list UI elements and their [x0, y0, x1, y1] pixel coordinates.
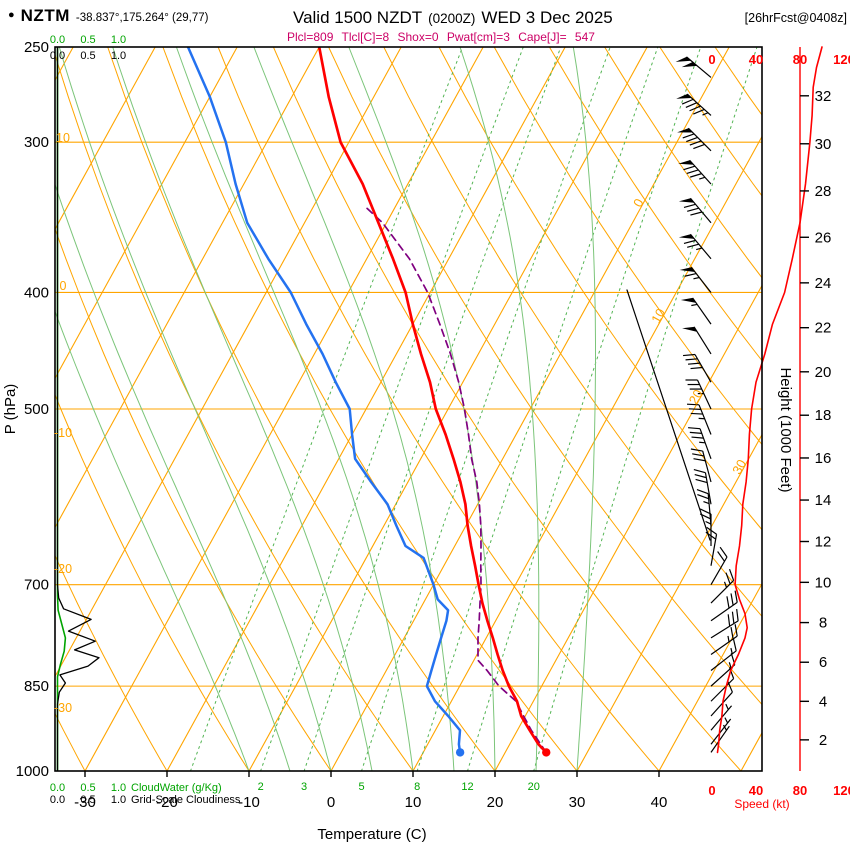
svg-text:20: 20: [487, 794, 504, 811]
sounding-indices: Plcl=809 Tlcl[C]=8 Shox=0 Pwat[cm]=3 Cap…: [287, 30, 595, 44]
svg-text:0: 0: [327, 794, 335, 811]
model-name: NZTM: [20, 6, 70, 25]
svg-text:20: 20: [528, 781, 540, 793]
svg-text:12: 12: [815, 534, 832, 551]
svg-text:6: 6: [819, 654, 827, 671]
grid-lines: [55, 47, 762, 771]
svg-text:0.0: 0.0: [50, 50, 65, 62]
svg-text:10: 10: [405, 794, 422, 811]
svg-text:Temperature (C): Temperature (C): [317, 826, 426, 843]
svg-text:10: 10: [648, 306, 668, 326]
cloud-profiles: [56, 47, 100, 771]
svg-text:0.0: 0.0: [50, 782, 65, 794]
valid-time-group: Valid 1500 NZDT (0200Z) WED 3 Dec 2025: [293, 8, 613, 28]
forecast-reference: [26hrFcst@0408z]: [744, 11, 847, 25]
svg-text:8: 8: [414, 781, 420, 793]
svg-text:Speed (kt): Speed (kt): [734, 797, 789, 811]
svg-text:0: 0: [708, 52, 715, 67]
svg-text:20: 20: [686, 387, 706, 407]
svg-text:0.5: 0.5: [80, 794, 95, 806]
svg-text:-30: -30: [54, 701, 72, 715]
svg-text:14: 14: [815, 492, 832, 509]
header-line-1: ● NZTM -38.837°,175.264° (29,77): [8, 6, 208, 26]
svg-text:-30: -30: [74, 794, 96, 811]
svg-text:80: 80: [793, 783, 807, 798]
svg-text:120: 120: [833, 52, 850, 67]
svg-text:40: 40: [749, 52, 763, 67]
svg-text:30: 30: [569, 794, 586, 811]
svg-text:2: 2: [258, 781, 264, 793]
svg-text:300: 300: [24, 134, 49, 151]
svg-text:80: 80: [793, 52, 807, 67]
svg-text:0.5: 0.5: [80, 34, 95, 46]
sounding-curves: [186, 47, 551, 757]
svg-text:20: 20: [815, 364, 832, 381]
surface-dewpoint-dot: [455, 748, 465, 757]
svg-text:30: 30: [729, 457, 749, 477]
svg-text:Height (1000 Feet): Height (1000 Feet): [777, 367, 794, 492]
station-coords: -38.837°,175.264° (29,77): [75, 12, 209, 24]
moist-grid: [55, 47, 758, 771]
svg-text:10: 10: [56, 131, 70, 145]
svg-text:4: 4: [819, 693, 827, 710]
svg-text:1.0: 1.0: [111, 794, 126, 806]
svg-text:120: 120: [833, 783, 850, 798]
svg-text:30: 30: [815, 136, 832, 153]
svg-text:700: 700: [24, 577, 49, 594]
valid-date: WED 3 Dec 2025: [481, 8, 613, 27]
svg-text:1000: 1000: [16, 763, 49, 780]
svg-text:5: 5: [358, 781, 364, 793]
svg-text:0: 0: [708, 783, 715, 798]
svg-text:-10: -10: [238, 794, 260, 811]
svg-text:8: 8: [819, 615, 827, 632]
svg-text:-20: -20: [156, 794, 178, 811]
svg-text:1.0: 1.0: [111, 34, 126, 46]
svg-text:400: 400: [24, 284, 49, 301]
svg-text:2: 2: [819, 732, 827, 749]
annotation-line: [626, 289, 711, 541]
svg-text:850: 850: [24, 678, 49, 695]
svg-text:18: 18: [815, 407, 832, 424]
bullet-icon: ●: [8, 9, 15, 21]
wind-barbs: [675, 56, 739, 753]
svg-text:0.0: 0.0: [50, 34, 65, 46]
svg-text:250: 250: [24, 39, 49, 56]
svg-text:24: 24: [815, 275, 832, 292]
svg-text:16: 16: [815, 450, 832, 467]
svg-text:40: 40: [651, 794, 668, 811]
svg-text:0.0: 0.0: [50, 794, 65, 806]
svg-text:26: 26: [815, 229, 832, 246]
svg-text:0.5: 0.5: [80, 782, 95, 794]
svg-text:22: 22: [815, 320, 832, 337]
valid-time-zulu: (0200Z): [428, 11, 476, 26]
wind-speed-profile: [716, 46, 823, 754]
svg-text:32: 32: [815, 88, 832, 105]
surface-temp-dot: [542, 748, 551, 757]
svg-text:1.0: 1.0: [111, 782, 126, 794]
svg-text:0: 0: [60, 279, 67, 293]
svg-text:-20: -20: [54, 562, 72, 576]
svg-text:-10: -10: [54, 426, 72, 440]
svg-text:10: 10: [815, 574, 832, 591]
valid-time: Valid 1500 NZDT: [293, 8, 423, 27]
svg-text:3: 3: [301, 781, 307, 793]
svg-text:500: 500: [24, 401, 49, 418]
svg-text:0.5: 0.5: [80, 50, 95, 62]
svg-text:12: 12: [461, 781, 473, 793]
svg-text:CloudWater (g/Kg): CloudWater (g/Kg): [131, 782, 222, 794]
svg-text:28: 28: [815, 183, 832, 200]
svg-text:P (hPa): P (hPa): [2, 384, 19, 435]
svg-text:Grid-Scale Cloudiness: Grid-Scale Cloudiness: [131, 794, 241, 806]
svg-text:40: 40: [749, 783, 763, 798]
svg-text:1.0: 1.0: [111, 50, 126, 62]
